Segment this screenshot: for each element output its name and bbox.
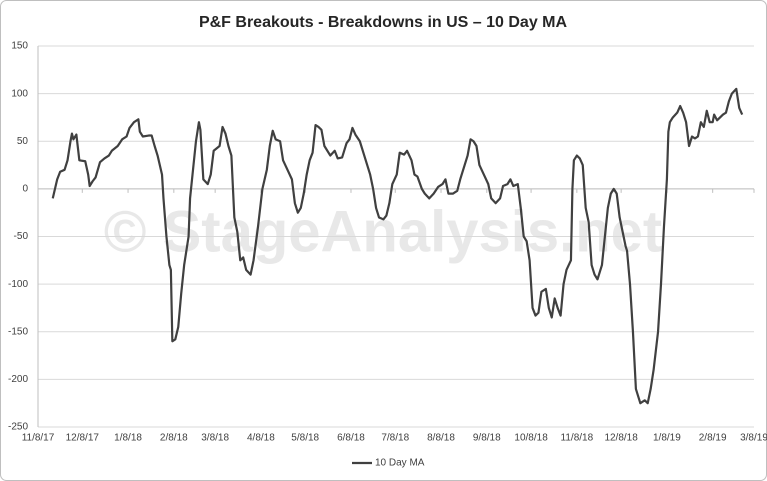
y-tick-label: -250 <box>8 422 28 433</box>
x-tick-label: 3/8/18 <box>201 433 229 444</box>
x-tick-label: 2/8/19 <box>699 433 727 444</box>
y-tick-label: -150 <box>8 326 28 337</box>
x-tick-label: 3/8/19 <box>740 433 767 444</box>
x-tick-label: 2/8/18 <box>160 433 188 444</box>
y-tick-label: -200 <box>8 374 28 385</box>
y-tick-label: -100 <box>8 279 28 290</box>
data-line <box>51 87 744 405</box>
x-tick-label: 12/8/18 <box>604 433 638 444</box>
watermark: © StageAnalysis.net <box>104 199 662 264</box>
x-tick-label: 1/8/18 <box>114 433 142 444</box>
y-tick-label: -50 <box>14 231 29 242</box>
x-tick-label: 5/8/18 <box>291 433 319 444</box>
y-tick-label: 0 <box>22 184 28 195</box>
x-tick-label: 1/8/19 <box>653 433 681 444</box>
x-tick-label: 7/8/18 <box>381 433 409 444</box>
x-tick-label: 12/8/17 <box>66 433 100 444</box>
x-tick-label: 6/8/18 <box>337 433 365 444</box>
x-tick-label: 11/8/17 <box>22 433 55 444</box>
x-tick-label: 4/8/18 <box>247 433 275 444</box>
x-tick-label: 8/8/18 <box>427 433 455 444</box>
x-tick-label: 10/8/18 <box>514 433 548 444</box>
y-tick-label: 150 <box>11 41 28 52</box>
y-tick-label: 100 <box>11 88 28 99</box>
y-tick-label: 50 <box>17 136 29 147</box>
x-tick-label: 11/8/18 <box>561 433 594 444</box>
legend-label: 10 Day MA <box>375 458 425 469</box>
chart-title: P&F Breakouts - Breakdowns in US – 10 Da… <box>199 14 568 31</box>
x-tick-label: 9/8/18 <box>473 433 501 444</box>
